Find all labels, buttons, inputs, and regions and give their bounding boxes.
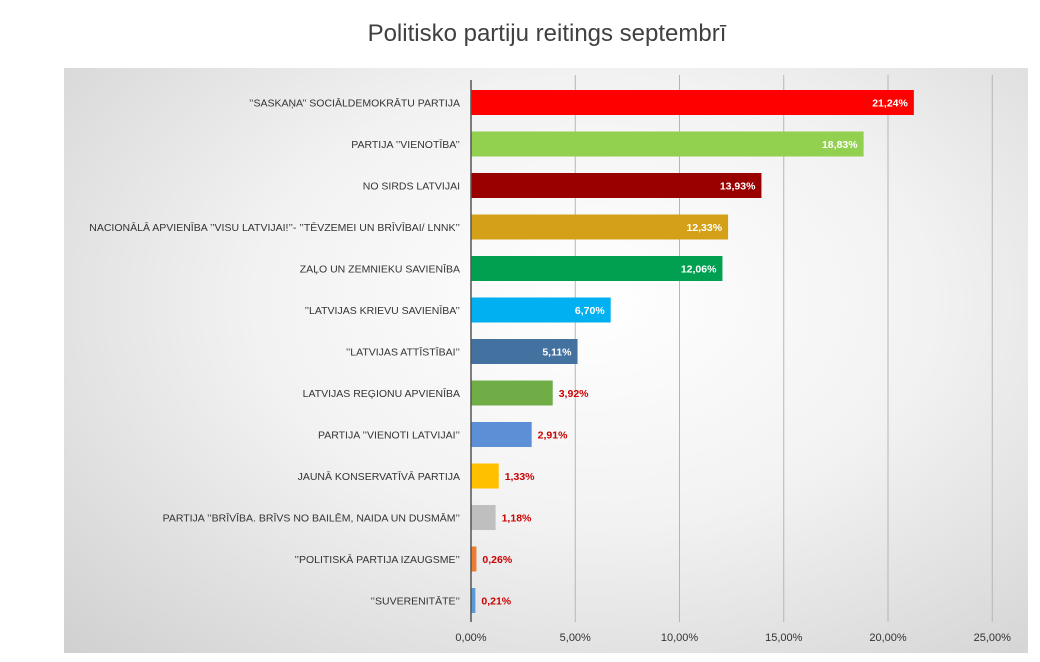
category-label: PARTIJA ’’VIENOTI LATVIJAI’’ (318, 430, 460, 442)
bar (471, 339, 578, 364)
bar (471, 214, 729, 240)
category-label: LATVIJAS REĢIONU APVIENĪBA (303, 388, 460, 400)
category-label: JAUNĀ KONSERVATĪVĀ PARTIJA (298, 471, 460, 483)
bar (471, 505, 496, 530)
bar (471, 256, 723, 281)
category-label: ’’LATVIJAS KRIEVU SAVIENĪBA’’ (305, 305, 460, 317)
bar (471, 588, 476, 613)
data-label: 2,91% (538, 430, 568, 442)
category-label: ’’POLITISKĀ PARTIJA IZAUGSME’’ (294, 554, 460, 566)
bar (471, 546, 477, 572)
category-label: NO SIRDS LATVIJAI (363, 181, 460, 193)
category-label: NACIONĀLĀ APVIENĪBA ’’VISU LATVIJAI!’’- … (89, 222, 460, 234)
chart-title: Politisko partiju reitings septembrī (367, 20, 727, 47)
bar (471, 173, 762, 198)
data-label: 13,93% (720, 181, 756, 193)
bar (471, 90, 914, 115)
category-label: ’’SUVERENITĀTE’’ (371, 596, 460, 608)
category-label: ’’LATVIJAS ATTĪSTĪBAI’’ (346, 347, 460, 359)
data-label: 5,11% (542, 347, 572, 359)
bar (471, 422, 532, 447)
data-label: 3,92% (559, 388, 589, 400)
data-label: 18,83% (822, 139, 858, 151)
x-tick-label: 15,00% (765, 632, 803, 644)
category-label: ZAĻO UN ZEMNIEKU SAVIENĪBA (300, 264, 460, 276)
x-tick-label: 10,00% (661, 632, 699, 644)
data-label: 1,33% (505, 471, 535, 483)
data-label: 0,21% (481, 596, 511, 608)
data-label: 12,06% (681, 264, 717, 276)
data-label: 0,26% (482, 554, 512, 566)
data-label: 1,18% (502, 513, 532, 525)
x-tick-label: 5,00% (560, 632, 591, 644)
x-tick-label: 25,00% (974, 632, 1012, 644)
x-tick-label: 0,00% (455, 632, 486, 644)
bar (471, 380, 553, 406)
category-label: PARTIJA ’’BRĪVĪBA. BRĪVS NO BAILĒM, NAID… (163, 513, 460, 525)
data-label: 21,24% (872, 98, 908, 110)
bar (471, 297, 611, 323)
data-label: 6,70% (575, 305, 605, 317)
bar (471, 463, 499, 489)
x-tick-label: 20,00% (869, 632, 907, 644)
data-label: 12,33% (686, 222, 722, 234)
bar (471, 131, 864, 157)
category-label: ’’SASKAŅA’’ SOCIĀLDEMOKRĀTU PARTIJA (249, 98, 460, 110)
category-label: PARTIJA ’’VIENOTĪBA’’ (351, 139, 460, 151)
